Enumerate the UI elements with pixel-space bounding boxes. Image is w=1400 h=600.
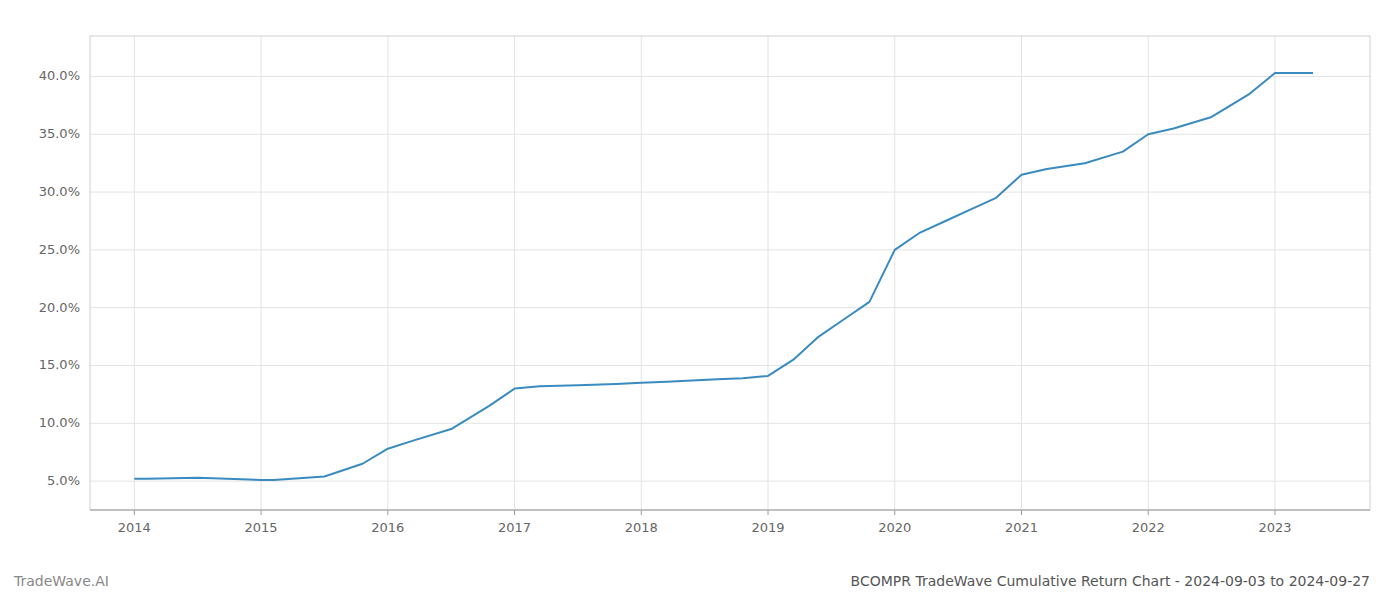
x-tick: [1274, 510, 1275, 515]
x-tick: [514, 510, 515, 515]
grid-line-x: [134, 36, 135, 510]
grid-line-y: [90, 134, 1370, 135]
y-tick-label: 15.0%: [39, 357, 80, 372]
grid-line-x: [387, 36, 388, 510]
ticks: 5.0% 10.0% 15.0% 20.0% 25.0% 30.0% 35.0% 40.0% 2…: [39, 68, 1292, 535]
grid-line-y: [90, 307, 1370, 308]
y-tick-label: 25.0%: [39, 242, 80, 257]
y-tick-label: 20.0%: [39, 300, 80, 315]
x-tick: [641, 510, 642, 515]
grid: [90, 36, 1370, 510]
chart: 5.0% 10.0% 15.0% 20.0% 25.0% 30.0% 35.0% 40.0% 2…: [0, 0, 1400, 600]
grid-line-x: [261, 36, 262, 510]
grid-line-y: [90, 423, 1370, 424]
x-tick: [1148, 510, 1149, 515]
data: [134, 73, 1313, 480]
y-tick-label: 35.0%: [39, 126, 80, 141]
x-tick: [387, 510, 388, 515]
grid-line-y: [90, 481, 1370, 482]
grid-line-x: [641, 36, 642, 510]
grid-line-x: [1148, 36, 1149, 510]
x-tick-label: 2015: [245, 520, 278, 535]
grid-line-y: [90, 249, 1370, 250]
grid-line-x: [1021, 36, 1022, 510]
background: [0, 0, 1400, 600]
x-tick-label: 2014: [118, 520, 151, 535]
y-tick-label: 5.0%: [47, 473, 80, 488]
x-tick: [261, 510, 262, 515]
plot-frame: [90, 36, 1370, 510]
x-tick: [768, 510, 769, 515]
x-tick-label: 2019: [751, 520, 784, 535]
x-tick: [1021, 510, 1022, 515]
y-tick-label: 40.0%: [39, 68, 80, 83]
grid-line-y: [90, 76, 1370, 77]
grid-line-y: [90, 365, 1370, 366]
line: [134, 73, 1313, 480]
x-tick-label: 2020: [878, 520, 911, 535]
x-tick-label: 2023: [1258, 520, 1291, 535]
x-axis-line: [90, 510, 1370, 511]
title: BCOMPR TradeWave Cumulative Return Chart…: [851, 573, 1370, 589]
grid-line-x: [514, 36, 515, 510]
grid-line-y: [90, 192, 1370, 193]
x-tick-label: 2021: [1005, 520, 1038, 535]
x-tick: [134, 510, 135, 515]
grid-line-x: [768, 36, 769, 510]
x-tick: [894, 510, 895, 515]
x-tick-label: 2022: [1132, 520, 1165, 535]
x-tick-label: 2018: [625, 520, 658, 535]
y-tick-label: 10.0%: [39, 415, 80, 430]
texts: BCOMPR TradeWave Cumulative Return Chart…: [13, 573, 1370, 589]
grid-line-x: [894, 36, 895, 510]
x-tick-label: 2017: [498, 520, 531, 535]
watermark: TradeWave.AI: [13, 573, 109, 589]
grid-line-x: [1274, 36, 1275, 510]
y-tick-label: 30.0%: [39, 184, 80, 199]
x-tick-label: 2016: [371, 520, 404, 535]
